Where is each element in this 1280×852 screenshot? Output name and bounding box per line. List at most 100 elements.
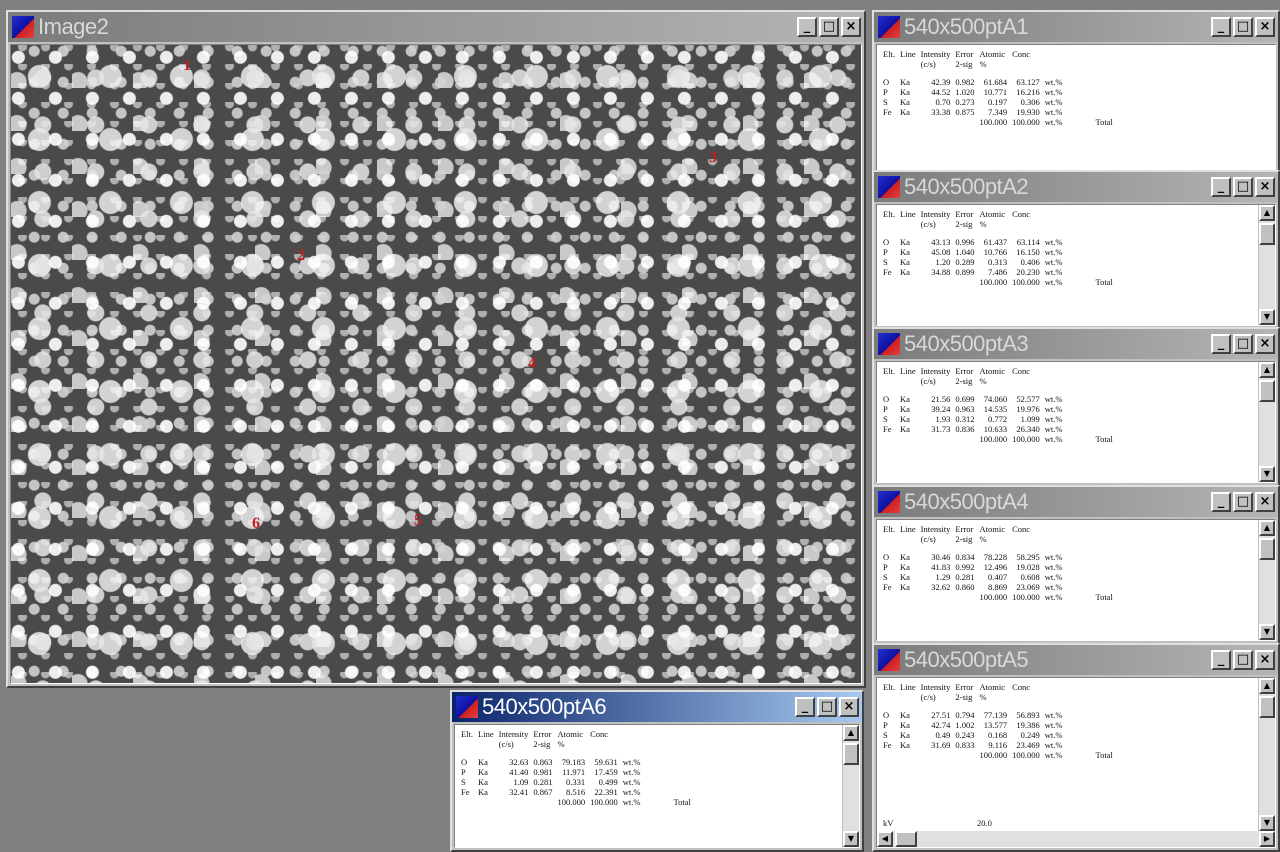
table-cell: 0.982 [955,77,975,87]
table-cell: O [883,77,890,87]
scroll-thumb[interactable] [843,743,859,765]
unit-cell: wt.% [622,797,641,807]
maximize-button[interactable]: □ [1233,177,1253,197]
table-cell [883,692,900,702]
minimize-button[interactable]: _ [1211,334,1231,354]
unit-cell: wt.% [1044,247,1063,257]
maximize-button[interactable]: □ [1233,650,1253,670]
table-cell: Ka [900,77,910,87]
scroll-left-arrow-icon[interactable]: ◀ [877,831,893,847]
table-cell: Line [900,49,916,59]
spectrum-titlebar[interactable]: 540x500ptA3 _ □ × [874,329,1278,359]
table-cell: O [883,394,890,404]
scroll-thumb[interactable] [1259,223,1275,245]
scroll-up-arrow-icon[interactable]: ▲ [1259,362,1275,378]
unit-cell: wt.% [1044,434,1063,444]
close-button[interactable]: × [1255,492,1275,512]
scroll-down-arrow-icon[interactable]: ▼ [1259,466,1275,482]
table-spacer [461,749,696,757]
spectrum-window-a5[interactable]: 540x500ptA5 _ □ × kV 20.0 Elt. Line Intens… [872,643,1280,852]
table-cell: P [461,767,466,777]
maximize-button[interactable]: □ [1233,17,1253,37]
sem-image[interactable]: 1 2 3 4 5 6 [10,44,862,684]
unit-cell: wt.% [1044,237,1063,247]
table-cell: 78.228 [983,552,1008,562]
table-row: S Ka 1.09 0.281 0.331 0.499 wt.% [461,777,696,787]
minimize-button[interactable]: _ [1211,17,1231,37]
minimize-button[interactable]: _ [797,17,817,37]
close-button[interactable]: × [1255,177,1275,197]
close-button[interactable]: × [1255,650,1275,670]
spectrum-titlebar[interactable]: 540x500ptA4 _ □ × [874,487,1278,517]
table-cell: 0.867 [533,787,553,797]
table-cell: 61.684 [983,77,1008,87]
scroll-up-arrow-icon[interactable]: ▲ [1259,520,1275,536]
table-cell: 19.386 [1016,720,1040,730]
spectrum-title: 540x500ptA4 [904,489,1029,514]
maximize-button[interactable]: □ [817,697,837,717]
maximize-button[interactable]: □ [819,17,839,37]
app-icon [12,16,34,38]
image-window[interactable]: Image2 _ □ × 1 2 3 4 5 6 [6,10,866,688]
spectrum-titlebar[interactable]: 540x500ptA6 _ □ × [452,692,862,722]
vertical-scrollbar[interactable]: ▲ ▼ [1258,362,1275,482]
table-cell: Ka [478,757,488,767]
scroll-up-arrow-icon[interactable]: ▲ [1259,205,1275,221]
minimize-button[interactable]: _ [1211,650,1231,670]
spectrum-window-a1[interactable]: 540x500ptA1 _ □ × Elt. Line Intensity Error… [872,10,1280,176]
table-cell: 19.976 [1016,404,1040,414]
scroll-down-arrow-icon[interactable]: ▼ [1259,309,1275,325]
scroll-up-arrow-icon[interactable]: ▲ [1259,678,1275,694]
minimize-button[interactable]: _ [1211,177,1231,197]
close-button[interactable]: × [839,697,859,717]
table-cell: Ka [900,247,910,257]
maximize-button[interactable]: □ [1233,334,1253,354]
spectrum-window-a4[interactable]: 540x500ptA4 _ □ × Elt. Line Intensity Error… [872,485,1280,645]
scroll-thumb[interactable] [1259,538,1275,560]
table-cell: % [979,219,987,229]
spectrum-titlebar[interactable]: 540x500ptA5 _ □ × [874,645,1278,675]
maximize-button[interactable]: □ [1233,492,1253,512]
vertical-scrollbar[interactable]: ▲ ▼ [1258,520,1275,640]
table-cell: (c/s) [920,376,936,386]
spectrum-titlebar[interactable]: 540x500ptA2 _ □ × [874,172,1278,202]
scroll-down-arrow-icon[interactable]: ▼ [1259,815,1275,831]
unit-cell: wt.% [1044,710,1063,720]
scroll-right-arrow-icon[interactable]: ▶ [1259,831,1275,847]
unit-cell: wt.% [1044,107,1063,117]
image-window-titlebar[interactable]: Image2 _ □ × [8,12,864,42]
spectrum-titlebar[interactable]: 540x500ptA1 _ □ × [874,12,1278,42]
close-button[interactable]: × [1255,334,1275,354]
h-scroll-thumb[interactable] [895,831,917,847]
spectrum-window-a2[interactable]: 540x500ptA2 _ □ × Elt. Line Intensity Error… [872,170,1280,330]
scroll-down-arrow-icon[interactable]: ▼ [843,831,859,847]
table-cell: % [979,692,987,702]
table-cell: Ka [900,404,910,414]
spectrum-title: 540x500ptA2 [904,174,1029,199]
minimize-button[interactable]: _ [1211,492,1231,512]
vertical-scrollbar[interactable]: ▲ ▼ [1258,205,1275,325]
scroll-thumb[interactable] [1259,696,1275,718]
table-cell: (c/s) [920,219,936,229]
table-cell: Ka [900,257,910,267]
close-button[interactable]: × [1255,17,1275,37]
table-row: P Ka 41.83 0.992 12.496 19.028 wt.% [883,562,1118,572]
spectrum-window-a3[interactable]: 540x500ptA3 _ □ × Elt. Line Intensity Error… [872,327,1280,487]
table-row: Fe Ka 33.38 0.875 7.349 19.930 wt.% [883,107,1118,117]
table-cell: 1.040 [955,247,975,257]
vertical-scrollbar[interactable]: ▲ ▼ [842,725,859,847]
unit-cell: wt.% [622,757,641,767]
table-cell: Ka [900,267,910,277]
scroll-down-arrow-icon[interactable]: ▼ [1259,624,1275,640]
table-cell: Line [900,209,916,219]
vertical-scrollbar[interactable]: ▲ ▼ [1258,678,1275,831]
minimize-button[interactable]: _ [795,697,815,717]
close-button[interactable]: × [841,17,861,37]
table-row: Fe Ka 31.73 0.836 10.633 26.340 wt.% [883,424,1118,434]
horizontal-scrollbar[interactable]: ◀ ▶ [877,831,1275,847]
spectrum-window-a6[interactable]: 540x500ptA6 _ □ × Elt. Line Intensity Error… [450,690,864,852]
table-row: Fe Ka 32.62 0.860 8.869 23.069 wt.% [883,582,1118,592]
table-cell: 2-sig [955,376,973,386]
scroll-thumb[interactable] [1259,380,1275,402]
scroll-up-arrow-icon[interactable]: ▲ [843,725,859,741]
